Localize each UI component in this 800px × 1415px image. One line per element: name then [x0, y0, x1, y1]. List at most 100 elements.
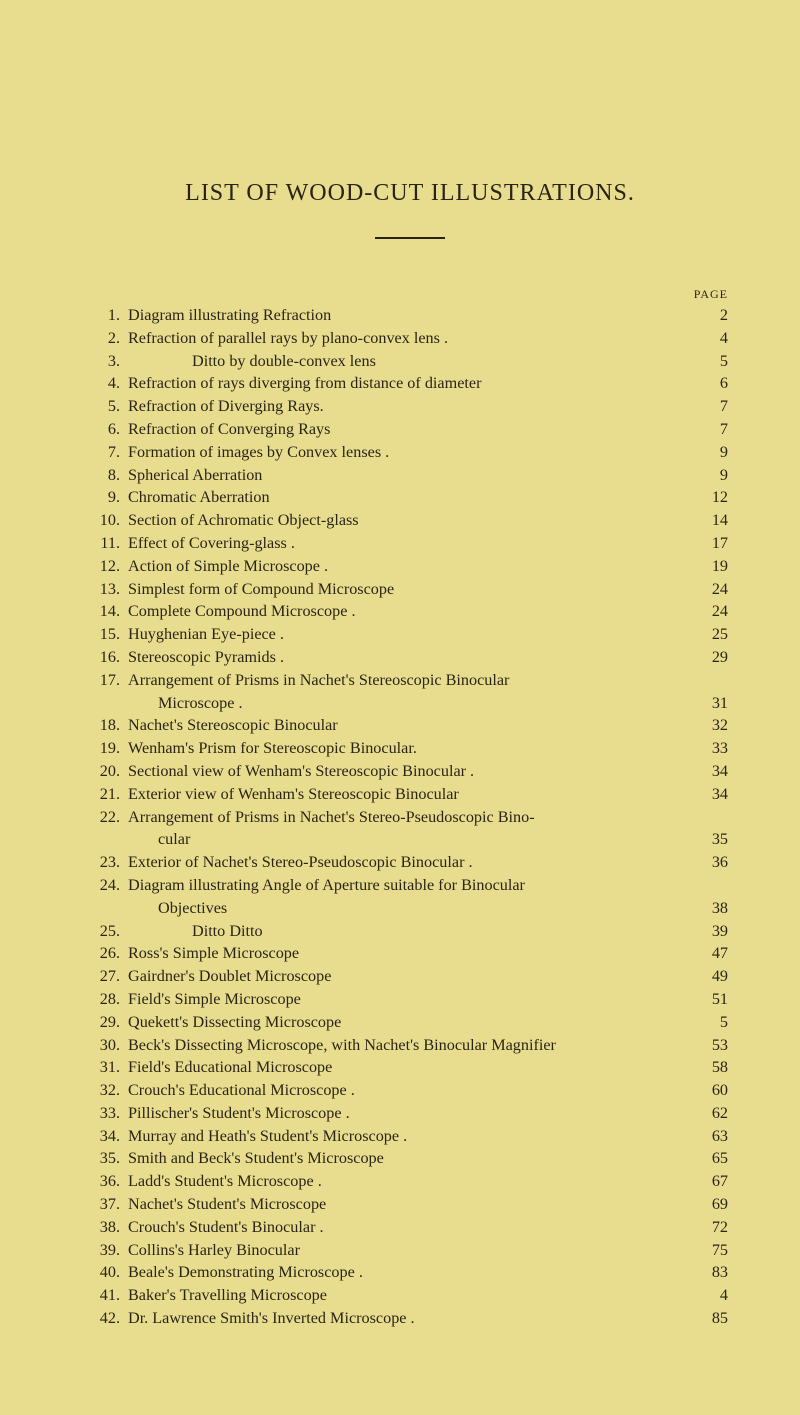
entry-number: 23.	[92, 851, 122, 874]
entry-page: 9	[696, 441, 728, 464]
list-item: 31.Field's Educational Microscope58	[92, 1056, 728, 1079]
list-item: cular35	[92, 828, 728, 851]
entry-label: Field's Educational Microscope	[122, 1056, 332, 1079]
entry-page: 49	[696, 965, 728, 988]
entry-page: 24	[696, 600, 728, 623]
entry-label: Crouch's Student's Binocular .	[122, 1216, 324, 1239]
entry-page: 65	[696, 1147, 728, 1170]
entry-label: Crouch's Educational Microscope .	[122, 1079, 355, 1102]
entry-label: Smith and Beck's Student's Microscope	[122, 1147, 384, 1170]
entry-label: Pillischer's Student's Microscope .	[122, 1102, 350, 1125]
list-item: 42.Dr. Lawrence Smith's Inverted Microsc…	[92, 1307, 728, 1330]
entry-number: 8.	[92, 464, 122, 487]
list-item: 29.Quekett's Dissecting Microscope5	[92, 1011, 728, 1034]
entry-number: 20.	[92, 760, 122, 783]
list-item: 10.Section of Achromatic Object-glass14	[92, 509, 728, 532]
list-item: 24.Diagram illustrating Angle of Apertur…	[92, 874, 728, 897]
entry-label: Arrangement of Prisms in Nachet's Stereo…	[122, 806, 535, 829]
entry-page: 4	[696, 327, 728, 350]
entry-page: 47	[696, 942, 728, 965]
entry-page: 62	[696, 1102, 728, 1125]
entry-label: Microscope .	[122, 692, 243, 715]
list-item: 3.Ditto by double-convex lens5	[92, 350, 728, 373]
entry-label: Refraction of Diverging Rays.	[122, 395, 324, 418]
entry-number: 21.	[92, 783, 122, 806]
list-item: 19.Wenham's Prism for Stereoscopic Binoc…	[92, 737, 728, 760]
entry-label: Quekett's Dissecting Microscope	[122, 1011, 341, 1034]
list-item: 5.Refraction of Diverging Rays.7	[92, 395, 728, 418]
list-item: 15.Huyghenian Eye-piece .25	[92, 623, 728, 646]
entry-number: 16.	[92, 646, 122, 669]
entry-label: Complete Compound Microscope .	[122, 600, 356, 623]
entry-number: 19.	[92, 737, 122, 760]
entry-page: 39	[696, 920, 728, 943]
title-rule	[375, 237, 445, 239]
entry-page: 67	[696, 1170, 728, 1193]
list-item: 7.Formation of images by Convex lenses .…	[92, 441, 728, 464]
list-item: 22.Arrangement of Prisms in Nachet's Ste…	[92, 806, 728, 829]
entry-label: Ditto by double-convex lens	[122, 350, 376, 373]
entry-label: Baker's Travelling Microscope	[122, 1284, 327, 1307]
entry-page: 51	[696, 988, 728, 1011]
entry-number: 7.	[92, 441, 122, 464]
list-item: 4.Refraction of rays diverging from dist…	[92, 372, 728, 395]
entry-label: Beale's Demonstrating Microscope .	[122, 1261, 363, 1284]
list-item: 16.Stereoscopic Pyramids .29	[92, 646, 728, 669]
entry-number: 35.	[92, 1147, 122, 1170]
entry-label: Refraction of rays diverging from distan…	[122, 372, 481, 395]
entry-label: Effect of Covering-glass .	[122, 532, 295, 555]
entry-page: 12	[696, 486, 728, 509]
entry-page: 35	[696, 828, 728, 851]
entry-label: Refraction of Converging Rays	[122, 418, 330, 441]
list-item: 11.Effect of Covering-glass .17	[92, 532, 728, 555]
entry-label: Ross's Simple Microscope	[122, 942, 299, 965]
entry-page: 6	[696, 372, 728, 395]
entry-label: Nachet's Stereoscopic Binocular	[122, 714, 338, 737]
entry-page: 85	[696, 1307, 728, 1330]
page-column-label: PAGE	[92, 287, 728, 302]
entry-page: 7	[696, 395, 728, 418]
entry-label: Formation of images by Convex lenses .	[122, 441, 389, 464]
list-item: 18.Nachet's Stereoscopic Binocular32	[92, 714, 728, 737]
list-item: 6.Refraction of Converging Rays7	[92, 418, 728, 441]
entry-label: Ditto Ditto	[122, 920, 263, 943]
entry-number: 41.	[92, 1284, 122, 1307]
entry-page: 24	[696, 578, 728, 601]
entry-page: 14	[696, 509, 728, 532]
list-item: 12.Action of Simple Microscope .19	[92, 555, 728, 578]
entry-number: 28.	[92, 988, 122, 1011]
entry-number: 9.	[92, 486, 122, 509]
entry-label: Huyghenian Eye-piece .	[122, 623, 284, 646]
entry-label: Dr. Lawrence Smith's Inverted Microscope…	[122, 1307, 415, 1330]
entry-number: 4.	[92, 372, 122, 395]
entry-page: 69	[696, 1193, 728, 1216]
list-item: 40.Beale's Demonstrating Microscope . 83	[92, 1261, 728, 1284]
list-item: Objectives38	[92, 897, 728, 920]
entry-label: Gairdner's Doublet Microscope	[122, 965, 331, 988]
list-item: 9.Chromatic Aberration12	[92, 486, 728, 509]
list-item: 27.Gairdner's Doublet Microscope49	[92, 965, 728, 988]
entry-page: 75	[696, 1239, 728, 1262]
list-item: 41.Baker's Travelling Microscope4	[92, 1284, 728, 1307]
entry-label: Wenham's Prism for Stereoscopic Binocula…	[122, 737, 417, 760]
page-title: LIST OF WOOD-CUT ILLUSTRATIONS.	[92, 180, 728, 207]
list-item: 37.Nachet's Student's Microscope69	[92, 1193, 728, 1216]
entry-label: Diagram illustrating Refraction	[122, 304, 331, 327]
entry-page: 17	[696, 532, 728, 555]
entry-number: 32.	[92, 1079, 122, 1102]
list-item: 38.Crouch's Student's Binocular .72	[92, 1216, 728, 1239]
list-item: 35.Smith and Beck's Student's Microscope…	[92, 1147, 728, 1170]
entry-number: 33.	[92, 1102, 122, 1125]
entry-number: 34.	[92, 1125, 122, 1148]
entry-number: 38.	[92, 1216, 122, 1239]
entry-number: 40.	[92, 1261, 122, 1284]
list-item: 39.Collins's Harley Binocular75	[92, 1239, 728, 1262]
entry-label: Sectional view of Wenham's Stereoscopic …	[122, 760, 474, 783]
entry-label: Arrangement of Prisms in Nachet's Stereo…	[122, 669, 509, 692]
entry-number: 14.	[92, 600, 122, 623]
list-item: 34.Murray and Heath's Student's Microsco…	[92, 1125, 728, 1148]
entry-label: Stereoscopic Pyramids .	[122, 646, 284, 669]
entry-page: 83	[696, 1261, 728, 1284]
entry-number: 13.	[92, 578, 122, 601]
entry-page: 19	[696, 555, 728, 578]
